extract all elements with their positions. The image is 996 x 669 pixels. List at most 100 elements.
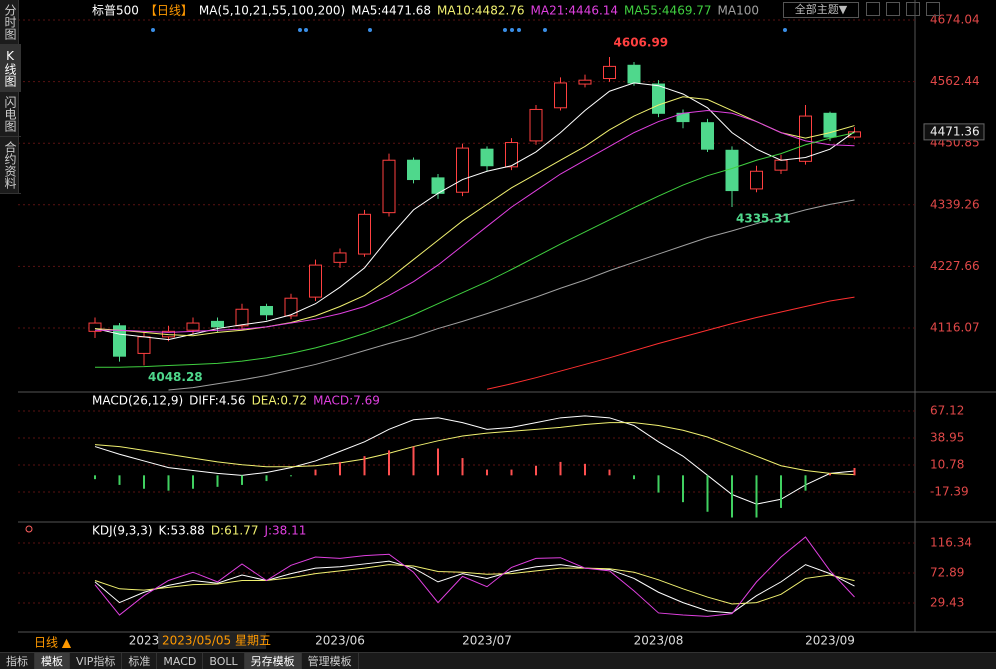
x-tick-label: 2023/08 (634, 634, 684, 648)
candle-body (799, 115, 812, 162)
toolbar-item[interactable]: 另存模板 (244, 653, 302, 669)
y-tick-label: 29.43 (930, 595, 964, 609)
candle-body (235, 308, 249, 327)
legend-item: J:38.11 (263, 524, 306, 538)
legend-item: MA100 (718, 4, 759, 18)
price-box (923, 123, 985, 141)
candle-body (137, 336, 151, 354)
y-tick-label: 72.89 (930, 565, 964, 579)
series-line (95, 132, 855, 368)
y-tick-label: 4562.44 (930, 74, 980, 88)
indicator-header: KDJ(9,3,3) (92, 524, 153, 538)
candle-body (603, 65, 616, 80)
toolbar-item[interactable]: BOLL (203, 653, 245, 669)
legend-item: DEA:0.72 (252, 394, 308, 408)
icon-button[interactable] (906, 2, 920, 16)
candle-body (774, 159, 788, 171)
candle-body (750, 170, 763, 190)
icon-button[interactable] (886, 2, 900, 16)
tab[interactable]: 闪电图 (0, 92, 21, 137)
candle-body (456, 147, 469, 193)
tab[interactable]: 合约资料 (0, 137, 21, 194)
legend-item: MA10:4482.76 (437, 4, 525, 18)
series-line (94, 422, 855, 476)
legend-item: MACD:7.69 (313, 394, 380, 408)
y-tick-label: 4227.66 (930, 259, 980, 273)
candle-body (358, 213, 371, 255)
x-tick-label: 2023/09 (805, 634, 855, 648)
series-line (94, 82, 855, 341)
candle-body (554, 82, 567, 109)
y-tick-label: 38.95 (930, 430, 964, 444)
toolbar-item[interactable]: 指标 (0, 653, 35, 669)
toolbar-item[interactable]: VIP指标 (70, 653, 123, 669)
series-line (168, 199, 855, 391)
candle-body (701, 122, 714, 150)
x-tick-label: 2023/06 (315, 634, 365, 648)
period-tag: 【日线】 (145, 4, 193, 18)
series-line (94, 96, 855, 337)
indicator-header: MACD(26,12,9) (92, 394, 183, 408)
legend-item: DIFF:4.56 (189, 394, 245, 408)
x-tick-label: 2023 (129, 634, 160, 648)
y-tick-label: 4116.07 (930, 320, 980, 334)
toolbar-item[interactable]: 标准 (122, 653, 158, 669)
side-tabs: 分时图 K线图 闪电图 合约资料 (0, 0, 21, 194)
indicator-header: MA(5,10,21,55,100,200) (199, 4, 345, 18)
cursor-date: 2023/05/05 星期五 (162, 634, 271, 648)
candle-body (260, 305, 273, 316)
candle-body (529, 108, 543, 142)
candle-body (309, 264, 322, 298)
series-line (95, 110, 855, 333)
legend-item: MA5:4471.68 (351, 4, 431, 18)
extreme-label: 4606.99 (614, 36, 669, 50)
candle-body (382, 159, 396, 214)
series-line (94, 560, 855, 614)
candle-body (407, 159, 420, 181)
icon-button[interactable] (866, 2, 880, 16)
icon-button[interactable] (926, 2, 940, 16)
y-tick-label: 4339.26 (930, 197, 980, 211)
y-tick-label: 67.12 (930, 403, 964, 417)
legend-item: MA21:4446.14 (531, 4, 619, 18)
candle-body (627, 64, 641, 84)
candle-body (823, 112, 837, 138)
candle-body (725, 149, 739, 192)
x-tick-label: 2023/07 (462, 634, 512, 648)
series-line (94, 415, 855, 505)
legend-item: K:53.88 (159, 524, 205, 538)
y-tick-label: 4674.04 (930, 13, 980, 27)
candle-body (480, 148, 494, 167)
tab[interactable]: 分时图 (0, 0, 21, 45)
candle-body (88, 322, 102, 332)
extreme-label: 4048.28 (148, 370, 203, 384)
tab[interactable]: K线图 (0, 45, 21, 92)
extreme-label: 4335.31 (736, 211, 791, 225)
toolbar-item[interactable]: MACD (157, 653, 204, 669)
legend-item: D:61.77 (211, 524, 259, 538)
toolbar: 指标 模板 VIP指标 标准 MACD BOLL 另存模板 管理模板 (0, 652, 996, 669)
y-tick-label: 116.34 (930, 535, 972, 549)
candle-body (333, 252, 347, 263)
decor (18, 0, 996, 633)
candle-body (578, 79, 592, 85)
series-line (94, 564, 855, 605)
candle-body (211, 320, 224, 328)
period-selector[interactable]: 日线 ▲ (34, 636, 72, 650)
series-line (486, 296, 855, 390)
symbol: 标普500 (92, 4, 139, 18)
theme-button[interactable]: 全部主题▼ (783, 2, 859, 18)
y-tick-label: 10.78 (930, 457, 964, 471)
candle-body (652, 83, 665, 114)
series-line (94, 536, 855, 617)
cursor-date-box (158, 633, 266, 649)
candle-body (284, 297, 298, 317)
toolbar-item[interactable]: 管理模板 (302, 653, 359, 669)
candle-body (186, 322, 200, 331)
toolbar-item[interactable]: 模板 (35, 653, 70, 669)
last-price: 4471.36 (930, 124, 980, 138)
candle-body (505, 142, 518, 168)
y-tick-label: -17.39 (930, 484, 969, 498)
